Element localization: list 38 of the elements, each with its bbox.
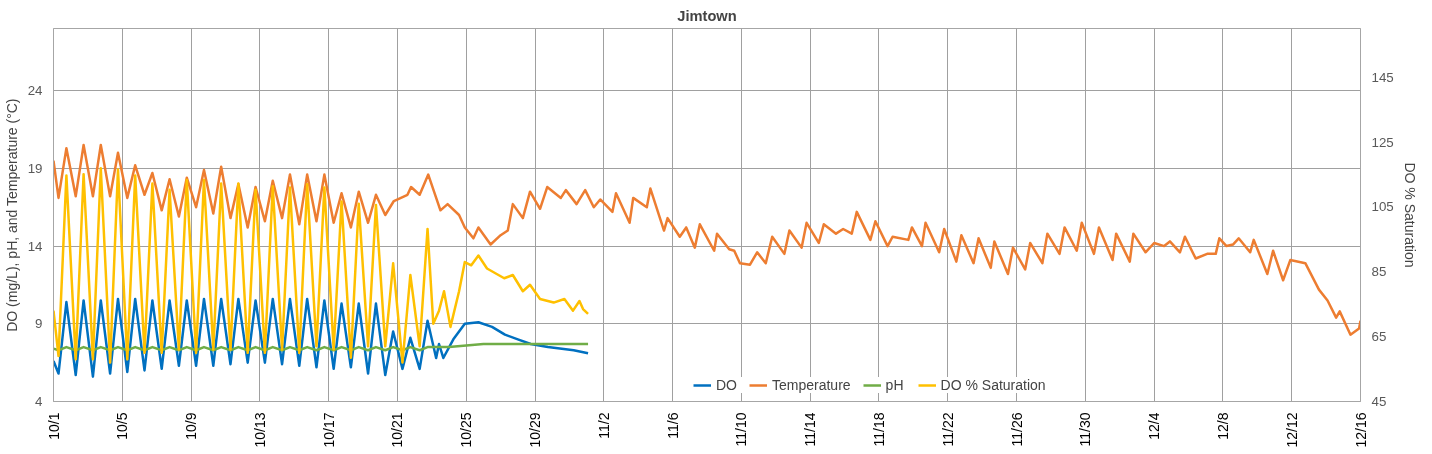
x-tick-label: 10/5 [114, 412, 131, 440]
x-tick-label: 11/14 [802, 412, 819, 447]
y-tick-label: 9 [35, 316, 43, 332]
x-tick-label: 11/30 [1077, 412, 1094, 447]
y2-tick-label: 45 [1371, 394, 1387, 409]
y-tick-label: 19 [27, 160, 43, 176]
x-tick-label: 10/29 [527, 412, 544, 448]
y2-tick-label: 145 [1371, 69, 1394, 85]
x-tick-label: 12/4 [1146, 412, 1163, 440]
x-tick-label: 11/2 [595, 412, 612, 439]
x-tick-label: 10/13 [251, 412, 268, 448]
x-tick-label: 10/17 [320, 412, 337, 448]
legend-label: Temperature [772, 377, 851, 393]
y-tick-label: 24 [27, 83, 44, 99]
x-tick-label: 12/16 [1352, 412, 1369, 448]
y-tick-label: 14 [27, 238, 44, 254]
legend-label: DO % Saturation [940, 377, 1046, 393]
x-tick-label: 11/18 [870, 412, 887, 447]
y2-tick-label: 105 [1371, 199, 1394, 215]
y2-axis-title: DO % Saturation [1401, 162, 1418, 268]
y-axis-title: DO (mg/L), pH, and Temperature (°C) [3, 98, 20, 332]
legend-label: DO [716, 377, 737, 393]
x-tick-label: 11/22 [939, 412, 956, 447]
x-tick-label: 10/1 [45, 412, 62, 440]
legend-label: pH [885, 377, 905, 393]
x-tick-label: 11/10 [733, 412, 750, 447]
y-tick-label: 4 [35, 394, 44, 409]
x-tick-label: 12/12 [1283, 412, 1300, 448]
x-tick-label: 11/6 [664, 412, 681, 439]
x-tick-label: 12/8 [1214, 412, 1231, 440]
x-tick-label: 10/21 [389, 412, 406, 448]
y2-tick-label: 125 [1371, 134, 1394, 150]
x-tick-label: 10/25 [458, 412, 475, 448]
x-tick-label: 10/9 [183, 412, 200, 440]
y2-tick-label: 65 [1371, 329, 1387, 345]
y2-tick-label: 85 [1371, 264, 1387, 280]
chart-title: Jimtown [677, 7, 737, 24]
x-tick-label: 11/26 [1008, 412, 1025, 447]
